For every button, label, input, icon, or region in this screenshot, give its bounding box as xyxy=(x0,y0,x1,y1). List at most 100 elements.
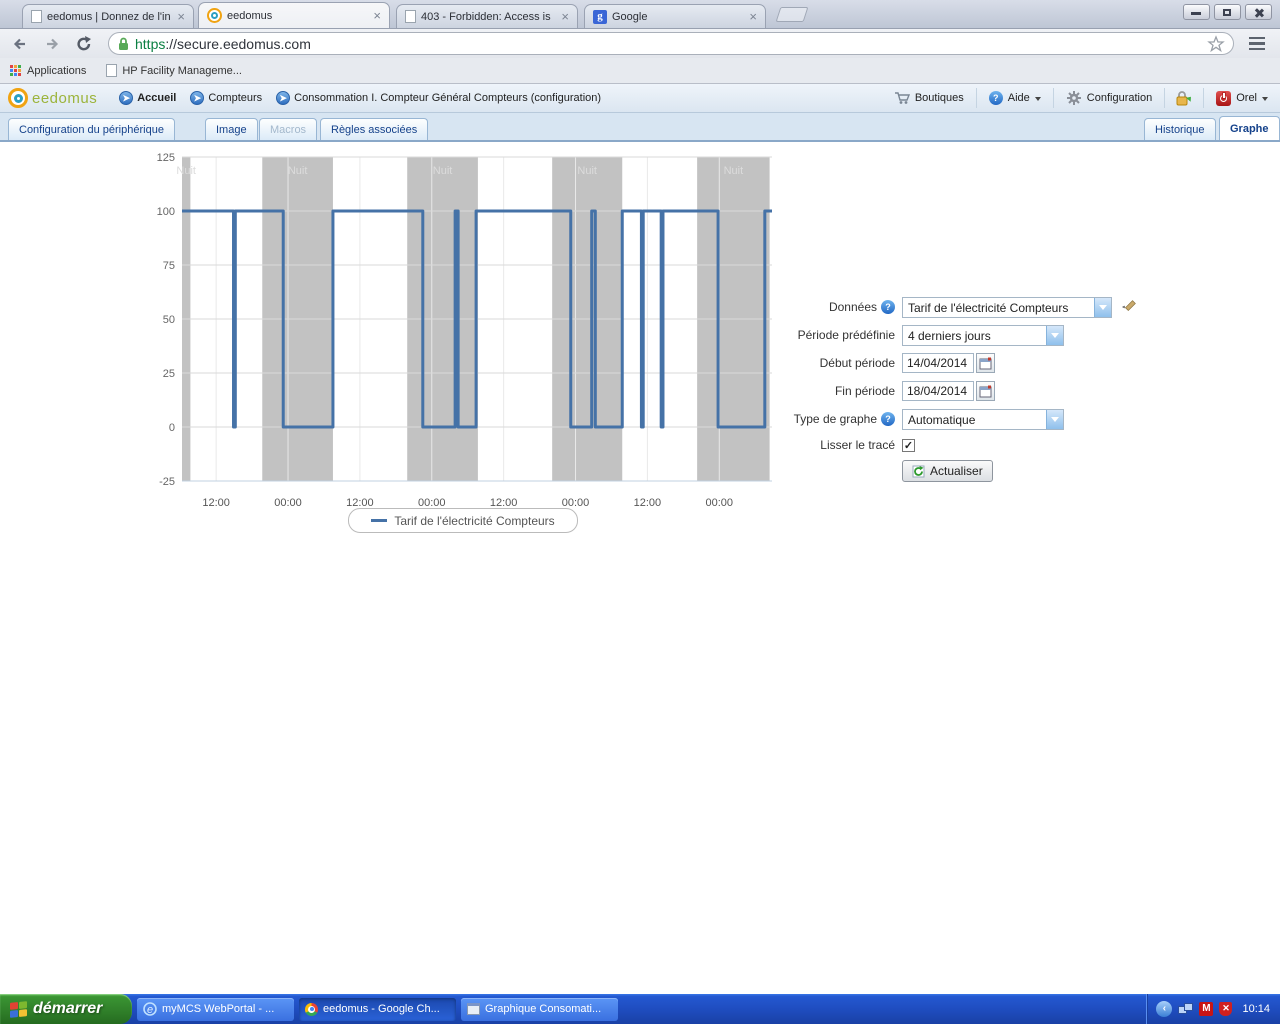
back-button[interactable] xyxy=(8,32,32,56)
browser-toolbar: https ://secure.eedomus.com xyxy=(0,28,1280,58)
breadcrumb-device[interactable]: ➤ Consommation I. Compteur Général Compt… xyxy=(276,91,601,105)
close-button[interactable] xyxy=(1245,4,1272,20)
actualiser-button[interactable]: Actualiser xyxy=(902,460,993,482)
url-text: ://secure.eedomus.com xyxy=(165,35,311,52)
tab-title: eedomus xyxy=(227,9,273,22)
svg-text:75: 75 xyxy=(163,260,175,272)
tab-close-icon[interactable]: × xyxy=(561,8,569,24)
new-tab-button[interactable] xyxy=(775,7,809,22)
breadcrumb-compteurs[interactable]: ➤ Compteurs xyxy=(190,91,262,105)
arrow-circle-icon: ➤ xyxy=(276,91,291,105)
tab-regles-associees[interactable]: Règles associées xyxy=(320,118,429,140)
boutiques-button[interactable]: Boutiques xyxy=(882,88,976,108)
help-icon[interactable]: ? xyxy=(881,300,895,314)
system-tray: ‹ M ✕ 10:14 xyxy=(1147,994,1280,1024)
start-button[interactable]: démarrer xyxy=(0,994,132,1024)
help-icon[interactable]: ? xyxy=(881,412,895,426)
form-row-actualiser: Actualiser xyxy=(640,457,1160,485)
tab-close-icon[interactable]: × xyxy=(177,8,185,24)
select-arrow-icon xyxy=(1094,297,1111,317)
type-graphe-select[interactable]: Automatique xyxy=(902,408,1064,430)
taskbar-button-graphique[interactable]: Graphique Consomati... xyxy=(461,997,618,1021)
form-row-debut: Début période xyxy=(640,349,1160,377)
aide-label: Aide xyxy=(1007,92,1030,104)
minimize-button[interactable] xyxy=(1183,4,1210,20)
tab-image[interactable]: Image xyxy=(205,118,258,140)
chart-legend[interactable]: Tarif de l'électricité Compteurs xyxy=(348,508,578,533)
device-tabs-bar: Configuration du périphérique Image Macr… xyxy=(0,113,1280,142)
tab-configuration-peripherique[interactable]: Configuration du périphérique xyxy=(8,118,175,140)
arrow-circle-icon: ➤ xyxy=(119,91,134,105)
breadcrumb-label: Accueil xyxy=(137,92,177,104)
donnees-select[interactable]: Tarif de l'électricité Compteurs xyxy=(902,296,1112,318)
form-row-fin: Fin période xyxy=(640,377,1160,405)
reload-button[interactable] xyxy=(72,32,96,56)
security-shield-icon[interactable]: ✕ xyxy=(1219,1002,1233,1016)
tab-historique[interactable]: Historique xyxy=(1144,118,1216,140)
taskbar-button-eedomus[interactable]: eedomus - Google Ch... xyxy=(299,997,456,1021)
tab-title: 403 - Forbidden: Access is d xyxy=(421,10,555,23)
svg-text:12:00: 12:00 xyxy=(634,497,662,509)
periode-select[interactable]: 4 derniers jours xyxy=(902,324,1064,346)
address-bar[interactable]: https ://secure.eedomus.com xyxy=(108,32,1234,55)
browser-tab-4[interactable]: g Google × xyxy=(584,4,766,28)
mcafee-icon[interactable]: M xyxy=(1199,1002,1214,1016)
refresh-icon xyxy=(912,465,925,477)
header-actions: Boutiques ? Aide Configuration xyxy=(882,84,1280,112)
select-arrow-icon xyxy=(1046,409,1063,429)
form-row-type: Type de graphe ? Automatique xyxy=(640,405,1160,433)
apps-shortcut[interactable]: Applications xyxy=(0,58,96,83)
calendar-icon xyxy=(979,357,992,369)
bookmark-item[interactable]: HP Facility Manageme... xyxy=(96,58,252,83)
network-icon[interactable] xyxy=(1178,1003,1194,1015)
lisser-checkbox[interactable]: ✓ xyxy=(902,438,915,452)
form-row-lisser: Lisser le tracé ✓ xyxy=(640,433,1160,457)
user-menu[interactable]: Orel xyxy=(1203,88,1280,108)
tariff-step-chart: Nuit Nuit Nuit Nuit Nuit1251007550250-2512:0… xyxy=(157,152,772,509)
configuration-button[interactable]: Configuration xyxy=(1052,88,1164,108)
svg-text:125: 125 xyxy=(157,152,175,164)
page-favicon-icon xyxy=(405,10,416,23)
forward-button[interactable] xyxy=(40,32,64,56)
fin-date-input[interactable] xyxy=(902,381,974,401)
tab-macros[interactable]: Macros xyxy=(259,118,318,140)
taskbar-button-mymcs[interactable]: e myMCS WebPortal - ... xyxy=(137,997,294,1021)
chrome-menu-icon[interactable] xyxy=(1244,33,1270,55)
forward-arrow-icon xyxy=(47,38,59,49)
svg-text:12:00: 12:00 xyxy=(202,497,230,509)
restore-button[interactable] xyxy=(1214,4,1241,20)
reload-icon xyxy=(77,35,91,50)
eedomus-logo[interactable]: eedomus xyxy=(8,88,97,108)
arrow-circle-icon: ➤ xyxy=(190,91,205,105)
svg-text:00:00: 00:00 xyxy=(418,497,446,509)
edit-pencil-icon[interactable] xyxy=(1121,299,1137,315)
series-dash-icon xyxy=(371,519,388,522)
tab-graphe[interactable]: Graphe xyxy=(1219,116,1280,140)
calendar-button[interactable] xyxy=(976,353,995,373)
page-favicon-icon xyxy=(31,10,42,23)
svg-text:Nuit: Nuit xyxy=(433,165,453,177)
calendar-button[interactable] xyxy=(976,381,995,401)
taskbar-clock: 10:14 xyxy=(1242,1003,1270,1015)
browser-tab-2[interactable]: eedomus × xyxy=(198,2,390,28)
svg-text:12:00: 12:00 xyxy=(490,497,518,509)
browser-tab-3[interactable]: 403 - Forbidden: Access is d × xyxy=(396,4,578,28)
debut-date-input[interactable] xyxy=(902,353,974,373)
aide-menu[interactable]: ? Aide xyxy=(975,88,1053,108)
svg-text:Nuit: Nuit xyxy=(577,165,597,177)
cart-icon xyxy=(894,92,910,104)
svg-text:50: 50 xyxy=(163,314,175,326)
tray-collapse-icon[interactable]: ‹ xyxy=(1156,1001,1173,1017)
lisser-label: Lisser le tracé xyxy=(820,438,895,452)
browser-tab-1[interactable]: eedomus | Donnez de l'intelli × xyxy=(22,4,194,28)
breadcrumb-label: Compteurs xyxy=(208,92,263,104)
url-scheme: https xyxy=(135,35,166,52)
breadcrumb-accueil[interactable]: ➤ Accueil xyxy=(119,91,176,105)
page-icon xyxy=(106,64,118,77)
session-lock-button[interactable] xyxy=(1164,88,1203,108)
tab-close-icon[interactable]: × xyxy=(749,8,757,24)
bookmark-star-icon[interactable] xyxy=(1207,34,1225,53)
power-icon xyxy=(1216,90,1232,106)
tab-close-icon[interactable]: × xyxy=(373,7,381,23)
browser-titlebar: eedomus | Donnez de l'intelli × eedomus … xyxy=(0,0,1280,28)
